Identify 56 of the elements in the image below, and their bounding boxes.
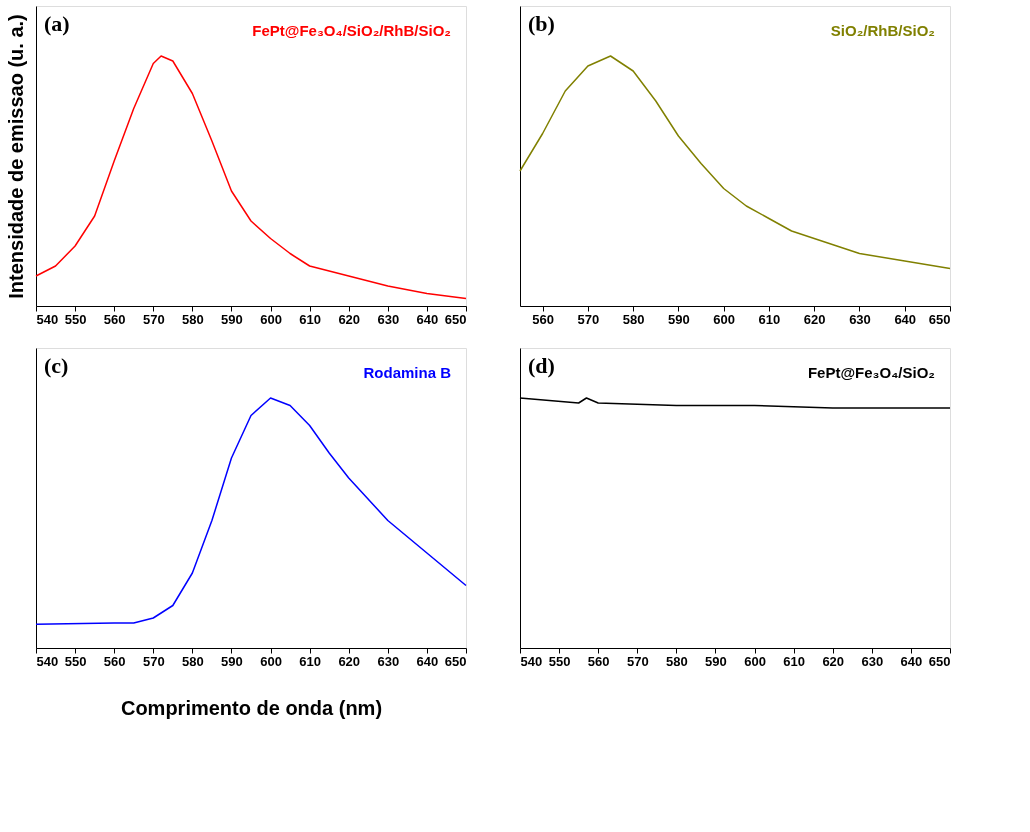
x-tick-label: 640 <box>894 311 917 327</box>
x-tick-label: 560 <box>587 653 610 669</box>
x-tick-label: 580 <box>666 653 688 669</box>
x-tick-label: 570 <box>577 311 600 327</box>
x-tick-label: 560 <box>103 311 126 327</box>
x-tick-label: 610 <box>299 311 321 327</box>
x-tick-label: 580 <box>622 311 645 327</box>
x-tick-label: 620 <box>803 311 826 327</box>
x-tick-label: 610 <box>783 653 805 669</box>
x-tick-label: 590 <box>668 311 690 327</box>
text: Rodamina B <box>363 364 452 381</box>
x-tick-label: 650 <box>928 653 951 669</box>
x-tick-label: 560 <box>532 311 554 327</box>
x-tick-label: 600 <box>744 653 766 669</box>
x-tick-label: 590 <box>221 311 243 327</box>
x-tick-label: 590 <box>221 653 243 669</box>
x-tick-label: 550 <box>64 653 87 669</box>
x-tick-label: 590 <box>705 653 727 669</box>
x-tick-label: 600 <box>260 653 282 669</box>
x-tick-label: 640 <box>900 653 923 669</box>
x-tick-label: 610 <box>758 311 781 327</box>
x-tick-label: 550 <box>64 311 87 327</box>
text: (d) <box>528 353 555 378</box>
x-tick-label: 540 <box>36 311 59 327</box>
x-tick-label: 650 <box>928 311 951 327</box>
x-tick-label: 600 <box>713 311 736 327</box>
x-tick-label: 570 <box>626 653 649 669</box>
x-tick-label: 610 <box>299 653 321 669</box>
x-tick-label: 620 <box>338 311 361 327</box>
x-tick-label: 550 <box>548 653 571 669</box>
text: (b) <box>528 11 555 36</box>
x-tick-label: 540 <box>36 653 59 669</box>
text: (a) <box>44 11 70 36</box>
text: SiO₂/RhB/SiO₂ <box>830 22 935 39</box>
text: FePt@Fe₃O₄/SiO₂/RhB/SiO₂ <box>252 22 451 39</box>
x-tick-label: 620 <box>338 653 361 669</box>
series-label: FePt@Fe₃O₄/SiO₂ <box>807 364 935 381</box>
x-tick-label: 630 <box>377 311 400 327</box>
x-tick-label: 570 <box>142 311 165 327</box>
x-tick-label: 650 <box>444 311 467 327</box>
x-tick-label: 640 <box>416 653 439 669</box>
x-tick-label: 620 <box>822 653 845 669</box>
x-tick-label: 540 <box>520 653 543 669</box>
x-tick-label: 580 <box>182 653 204 669</box>
x-tick-label: 650 <box>444 653 467 669</box>
x-axis-title: Comprimento de onda (nm) <box>120 696 383 719</box>
x-tick-label: 630 <box>861 653 884 669</box>
x-tick-label: 630 <box>849 311 871 327</box>
y-axis-title: Intensidade de emissao (u. a.) <box>4 14 27 299</box>
x-tick-label: 560 <box>103 653 126 669</box>
text: (c) <box>44 353 69 378</box>
x-tick-label: 600 <box>260 311 282 327</box>
x-tick-label: 640 <box>416 311 439 327</box>
x-tick-label: 580 <box>182 311 204 327</box>
x-tick-label: 630 <box>377 653 400 669</box>
x-tick-label: 570 <box>142 653 165 669</box>
